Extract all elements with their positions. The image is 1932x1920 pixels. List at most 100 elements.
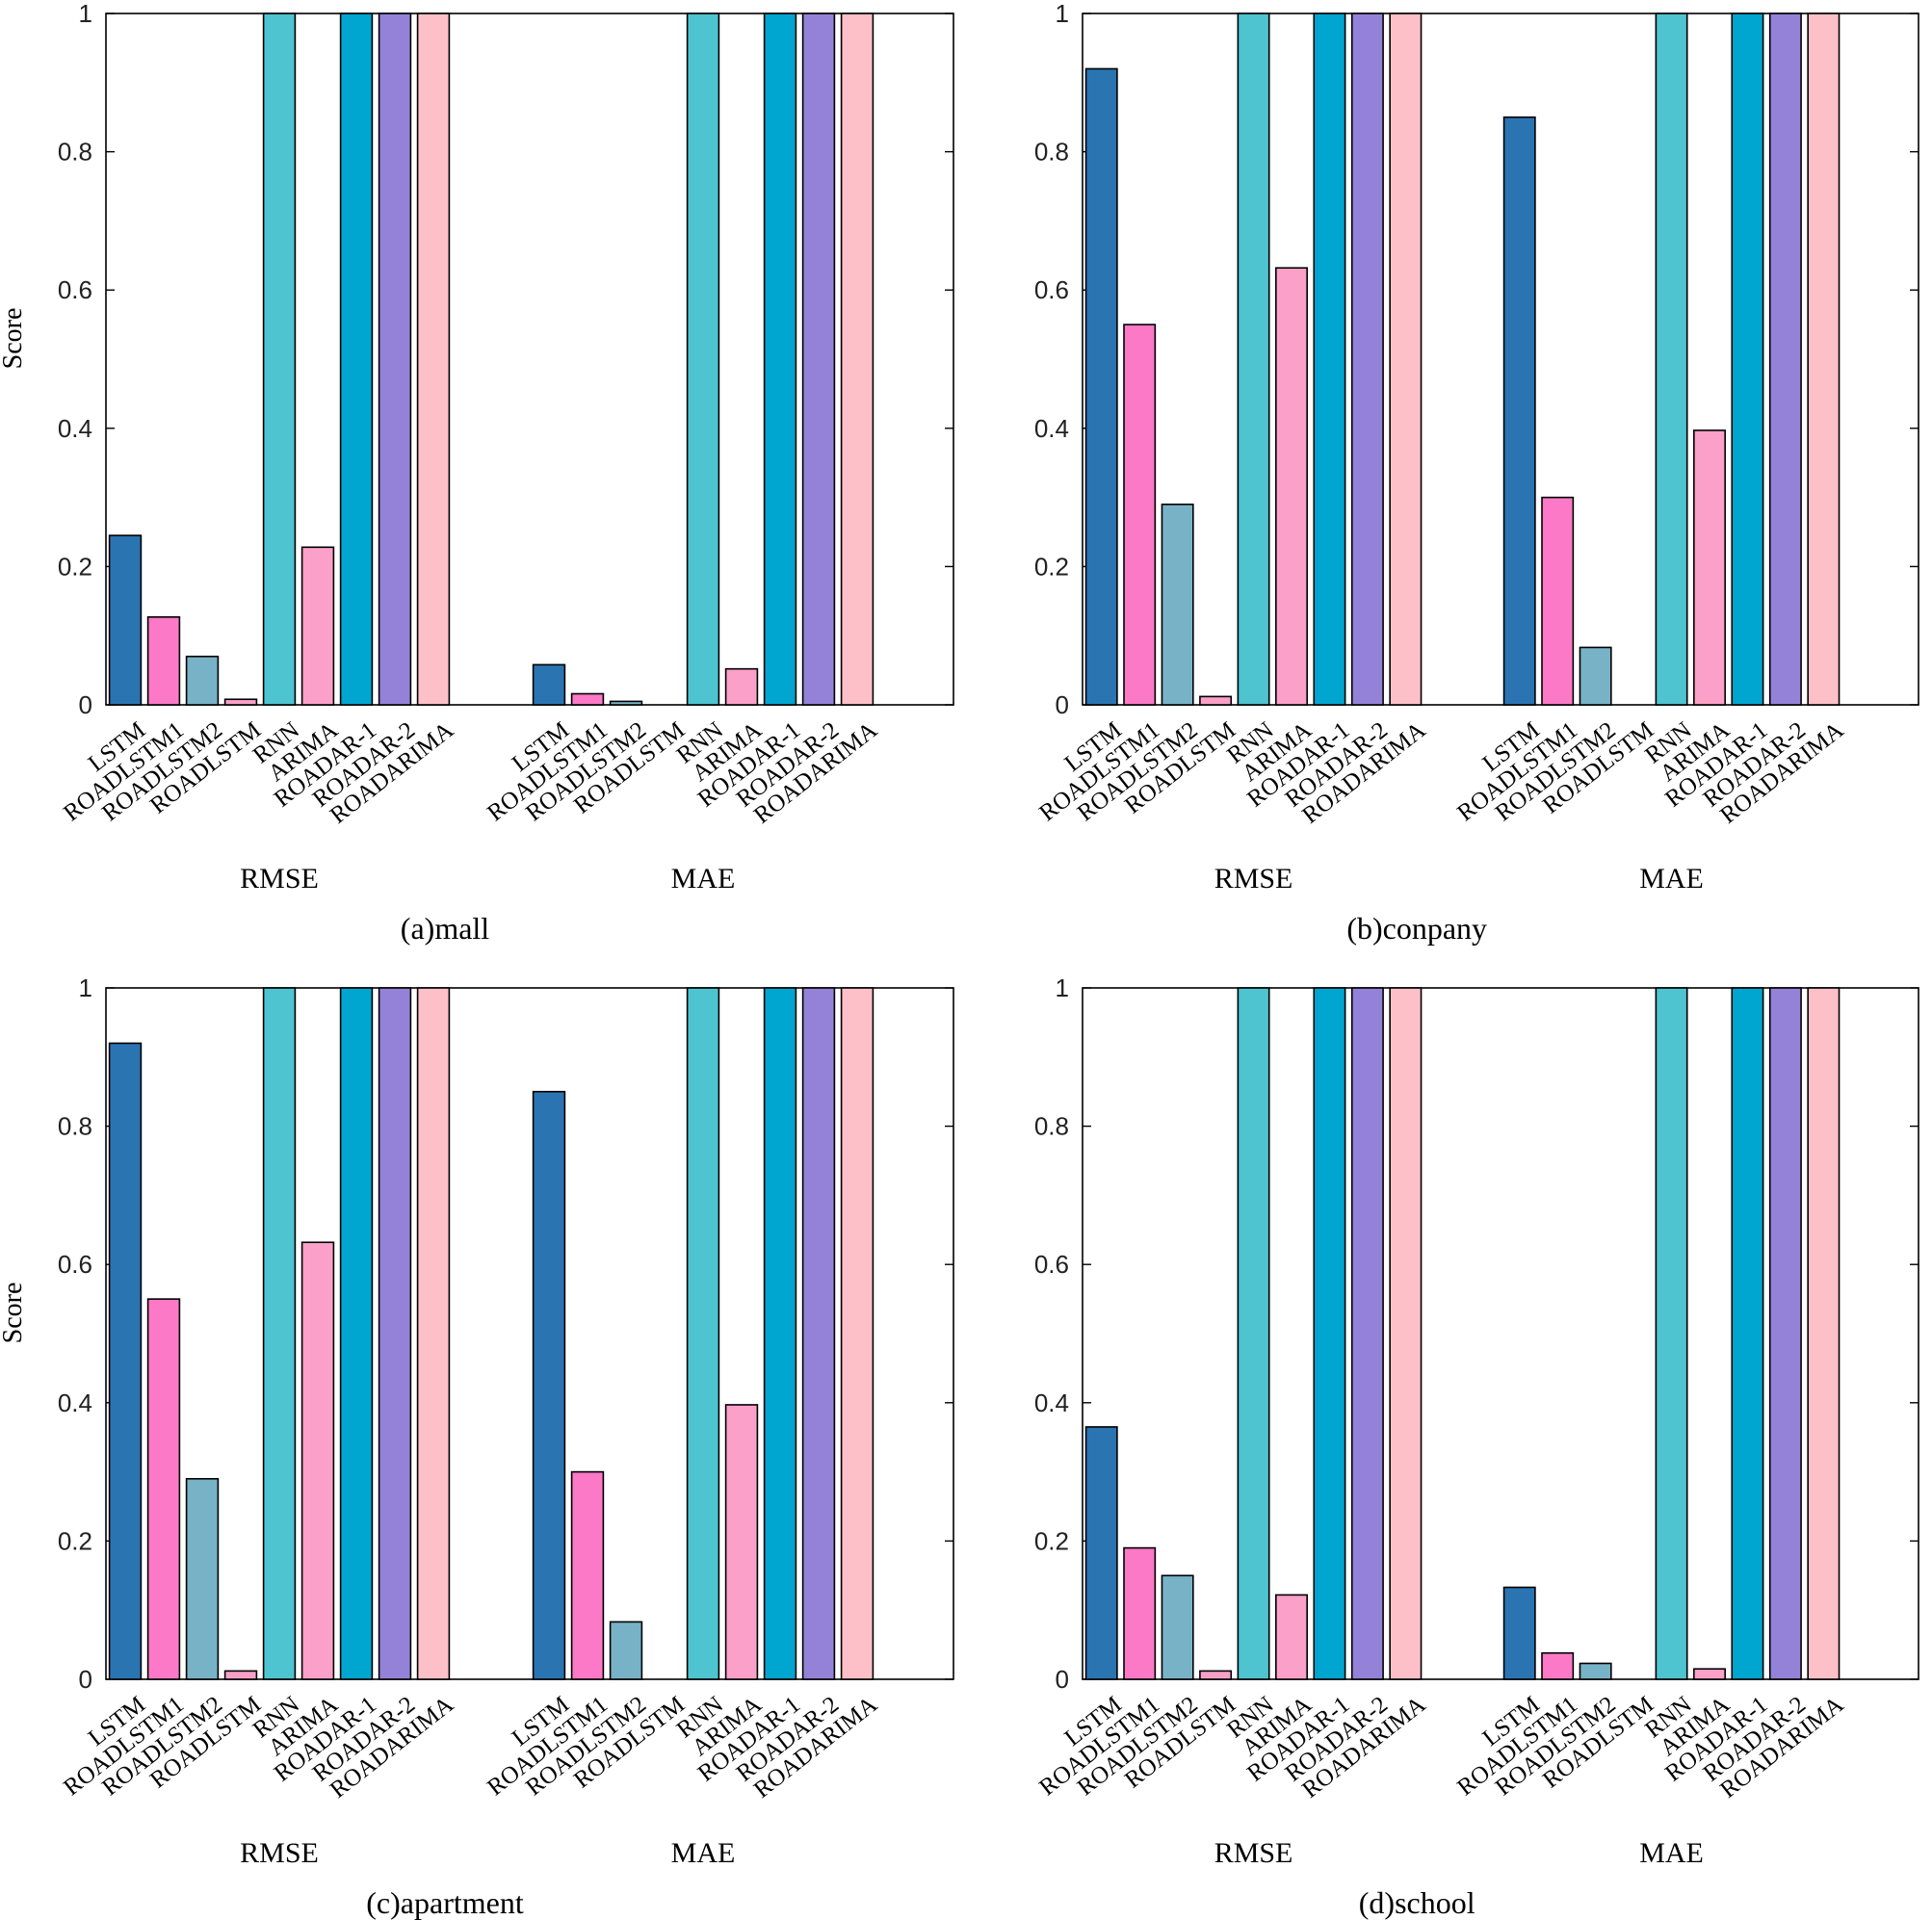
y-tick-label: 0.6: [1034, 275, 1069, 304]
plot-frame: [1082, 987, 1919, 1680]
y-tick-label: 0.4: [1034, 414, 1069, 443]
bar-mae-roadlstm1: [570, 692, 605, 706]
chart-panel-3: 00.20.40.60.81LSTMROADLSTM1ROADLSTM2ROAD…: [1034, 973, 1919, 1920]
bar-rmse-arima: [1275, 267, 1308, 706]
bar-mae-arima: [1693, 429, 1726, 706]
bar-mae-arima: [724, 667, 759, 706]
bar-rmse-roadlstm: [1199, 695, 1233, 706]
y-tick-label: 0.6: [1034, 1250, 1069, 1279]
bar-mae-rnn: [1655, 987, 1688, 1680]
bar-rmse-rnn: [1237, 987, 1270, 1680]
y-tick-label: 0: [79, 1665, 92, 1694]
bar-rmse-roadar-1: [339, 13, 374, 706]
y-tick-label: 0.8: [58, 1112, 92, 1141]
panel-caption: (a)mall: [401, 911, 490, 946]
bar-rmse-roadar-1: [1313, 987, 1346, 1680]
bar-mae-roadar-1: [1731, 13, 1764, 706]
bar-rmse-roadlstm2: [1161, 503, 1194, 706]
bar-mae-rnn: [686, 987, 720, 1680]
panel-caption: (b)conpany: [1346, 911, 1487, 946]
y-tick-label: 0.2: [58, 552, 92, 581]
bar-rmse-lstm: [108, 1042, 143, 1680]
group-label: RMSE: [240, 1837, 319, 1869]
bar-mae-roadar-2: [1768, 13, 1802, 706]
group-label: RMSE: [1214, 863, 1293, 895]
bar-mae-roadlstm2: [1579, 646, 1612, 706]
bar-rmse-lstm: [1084, 67, 1118, 706]
bar-rmse-roadlstm: [223, 1670, 258, 1680]
bar-rmse-arima: [300, 1241, 335, 1680]
bar-rmse-arima: [300, 546, 335, 706]
panel-caption: (c)apartment: [366, 1885, 524, 1920]
y-tick-label: 0.2: [1034, 552, 1069, 581]
bar-mae-roadlstm2: [609, 1621, 643, 1680]
bar-mae-lstm: [1502, 1586, 1536, 1680]
bar-mae-arima: [724, 1404, 759, 1680]
bar-rmse-roadarima: [1389, 13, 1423, 706]
bar-mae-roadlstm1: [1541, 1651, 1575, 1680]
bar-mae-roadlstm2: [1579, 1662, 1612, 1680]
y-tick-label: 0.8: [1034, 1112, 1069, 1141]
group-label: RMSE: [1214, 1837, 1293, 1869]
bar-mae-roadarima: [1807, 987, 1841, 1680]
bar-mae-roadarima: [840, 13, 875, 706]
bar-mae-roadar-2: [1768, 987, 1802, 1680]
bar-mae-roadar-1: [763, 13, 797, 706]
plot-frame: [105, 13, 954, 706]
bar-mae-arima: [1693, 1668, 1726, 1680]
chart-panel-1: 00.20.40.60.81LSTMROADLSTM1ROADLSTM2ROAD…: [1034, 0, 1919, 946]
bar-rmse-roadlstm1: [146, 616, 181, 706]
group-label: MAE: [1639, 863, 1704, 895]
y-tick-label: 0.8: [58, 138, 92, 167]
y-tick-label: 0: [1056, 690, 1069, 719]
bar-rmse-roadlstm1: [1123, 1546, 1157, 1680]
y-tick-label: 0.4: [58, 414, 92, 443]
bar-rmse-rnn: [262, 987, 297, 1680]
bar-rmse-roadlstm2: [185, 1477, 220, 1680]
y-tick-label: 0.4: [1034, 1388, 1069, 1417]
bar-rmse-lstm: [1084, 1426, 1118, 1680]
y-axis-label: Score: [0, 1283, 28, 1344]
bar-rmse-roadar-2: [378, 987, 412, 1680]
chart-panel-2: 00.20.40.60.81ScoreLSTMROADLSTM1ROADLSTM…: [0, 973, 954, 1920]
y-tick-label: 1: [1056, 0, 1069, 28]
bar-mae-lstm: [532, 663, 566, 706]
bar-mae-lstm: [1502, 116, 1536, 706]
group-label: RMSE: [240, 863, 319, 895]
bar-mae-roadar-1: [1731, 987, 1764, 1680]
bar-rmse-roadarima: [416, 987, 451, 1680]
bar-rmse-roadlstm2: [1161, 1574, 1194, 1680]
bar-rmse-roadlstm1: [146, 1298, 181, 1680]
y-tick-label: 0.2: [1034, 1526, 1069, 1555]
bar-rmse-rnn: [1237, 13, 1270, 706]
bar-rmse-roadarima: [416, 13, 451, 706]
bar-mae-lstm: [532, 1090, 566, 1680]
bar-mae-roadlstm1: [570, 1470, 605, 1680]
bar-mae-roadar-2: [801, 987, 836, 1680]
bar-rmse-roadlstm: [1199, 1670, 1233, 1680]
y-axis-label: Score: [0, 308, 28, 370]
bar-rmse-roadlstm2: [185, 655, 220, 706]
bar-mae-roadar-1: [763, 987, 797, 1680]
y-tick-label: 1: [79, 973, 92, 1002]
bar-mae-roadlstm1: [1541, 496, 1575, 706]
bar-rmse-roadar-2: [378, 13, 412, 706]
y-tick-label: 0.4: [58, 1388, 92, 1417]
bar-rmse-roadar-2: [1350, 987, 1384, 1680]
bar-rmse-roadar-1: [339, 987, 374, 1680]
y-tick-label: 0.2: [58, 1526, 92, 1555]
bar-mae-roadlstm2: [609, 700, 643, 706]
bar-mae-rnn: [1655, 13, 1688, 706]
y-tick-label: 1: [1056, 973, 1069, 1002]
bar-mae-roadarima: [840, 987, 875, 1680]
bar-rmse-rnn: [262, 13, 297, 706]
bar-rmse-roadlstm1: [1123, 324, 1157, 706]
group-label: MAE: [1639, 1837, 1704, 1869]
y-tick-label: 0: [1056, 1665, 1069, 1694]
bar-rmse-roadar-2: [1350, 13, 1384, 706]
y-tick-label: 0: [79, 690, 92, 719]
bar-mae-rnn: [686, 13, 720, 706]
panel-caption: (d)school: [1359, 1885, 1475, 1920]
y-tick-label: 0.6: [58, 275, 92, 304]
